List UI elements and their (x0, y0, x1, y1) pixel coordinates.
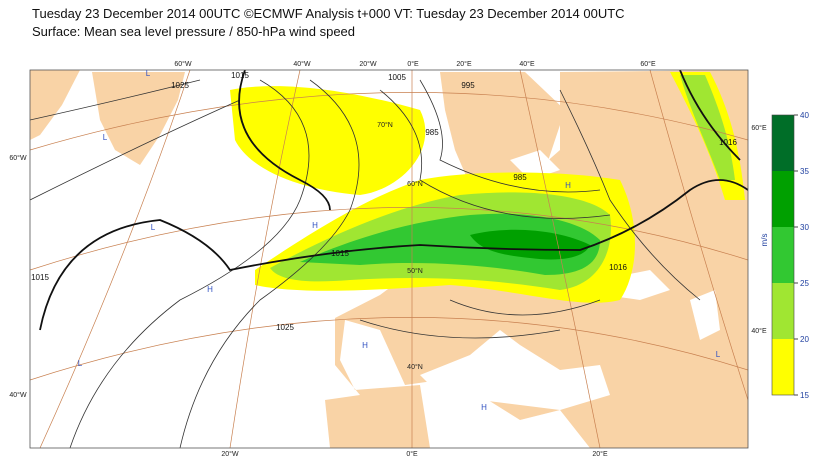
colorbar-segment (772, 171, 794, 227)
longitude-label: 40°W (9, 391, 27, 399)
longitude-label: 20°E (456, 60, 472, 68)
pressure-centre: H (312, 221, 318, 230)
colorbar-tick-label: 40 (800, 111, 809, 120)
colorbar-tick-label: 35 (800, 167, 809, 176)
pressure-centre: L (78, 359, 83, 368)
colorbar-segment (772, 283, 794, 339)
colorbar-segment (772, 227, 794, 283)
longitude-label: 40°E (751, 327, 767, 335)
latitude-label: 50°N (407, 267, 423, 275)
isobar-label: 1005 (388, 73, 406, 82)
isobars (30, 79, 701, 448)
colorbar-frame (771, 114, 795, 396)
pressure-centre: L (146, 69, 151, 78)
land (30, 70, 80, 140)
isobar-label: 1025 (276, 323, 294, 332)
map-area (29, 69, 749, 449)
isobar-label: 1015 (31, 273, 49, 282)
longitude-label: 40°E (519, 60, 535, 68)
longitude-label: 0°E (406, 450, 418, 458)
isobar-label: 1015 (331, 249, 349, 258)
sea (420, 330, 610, 410)
isobar-label: 1016 (719, 138, 737, 147)
longitude-label: 40°W (293, 60, 311, 68)
colorbar-tick-label: 25 (800, 279, 809, 288)
subtitle: Surface: Mean sea level pressure / 850-h… (32, 24, 355, 39)
land (92, 72, 185, 165)
latitude-label: 40°N (407, 363, 423, 371)
isobar-label: 985 (425, 128, 439, 137)
pressure-centre: H (481, 403, 487, 412)
longitude-label: 20°E (592, 450, 608, 458)
longitude-label: 60°E (640, 60, 656, 68)
longitude-label: 60°W (9, 154, 27, 162)
isobar-label: 1015 (231, 71, 249, 80)
map-frame (29, 69, 749, 449)
graticule (30, 70, 748, 448)
pressure-centre: H (565, 181, 571, 190)
pressure-centre: L (103, 133, 108, 142)
isobar-label: 985 (513, 173, 527, 182)
colorbar-tick-label: 20 (800, 335, 809, 344)
title: Tuesday 23 December 2014 00UTC ©ECMWF An… (32, 6, 625, 21)
colorbar-segment (772, 339, 794, 395)
longitude-label: 0°E (407, 60, 419, 68)
isobar-label: 1025 (171, 81, 189, 90)
longitude-label: 60°W (174, 60, 192, 68)
colorbar-tick-label: 30 (800, 223, 809, 232)
longitude-label: 20°W (221, 450, 239, 458)
colorbar-segment (772, 115, 794, 171)
sea (690, 290, 720, 340)
pressure-centre: L (151, 223, 156, 232)
latitude-label: 70°N (377, 121, 393, 129)
longitude-label: 20°W (359, 60, 377, 68)
isobar-label: 1016 (609, 263, 627, 272)
pressure-centre: H (207, 285, 213, 294)
isobar-label: 995 (461, 81, 475, 90)
latitude-label: 60°N (407, 180, 423, 188)
colorbar-tick-label: 15 (800, 391, 809, 400)
longitude-label: 60°E (751, 124, 767, 132)
sea (510, 150, 560, 180)
isobar-1015 (39, 70, 748, 331)
colorbar-unit: m/s (760, 234, 769, 247)
pressure-centre: H (362, 341, 368, 350)
pressure-centre: L (716, 350, 721, 359)
